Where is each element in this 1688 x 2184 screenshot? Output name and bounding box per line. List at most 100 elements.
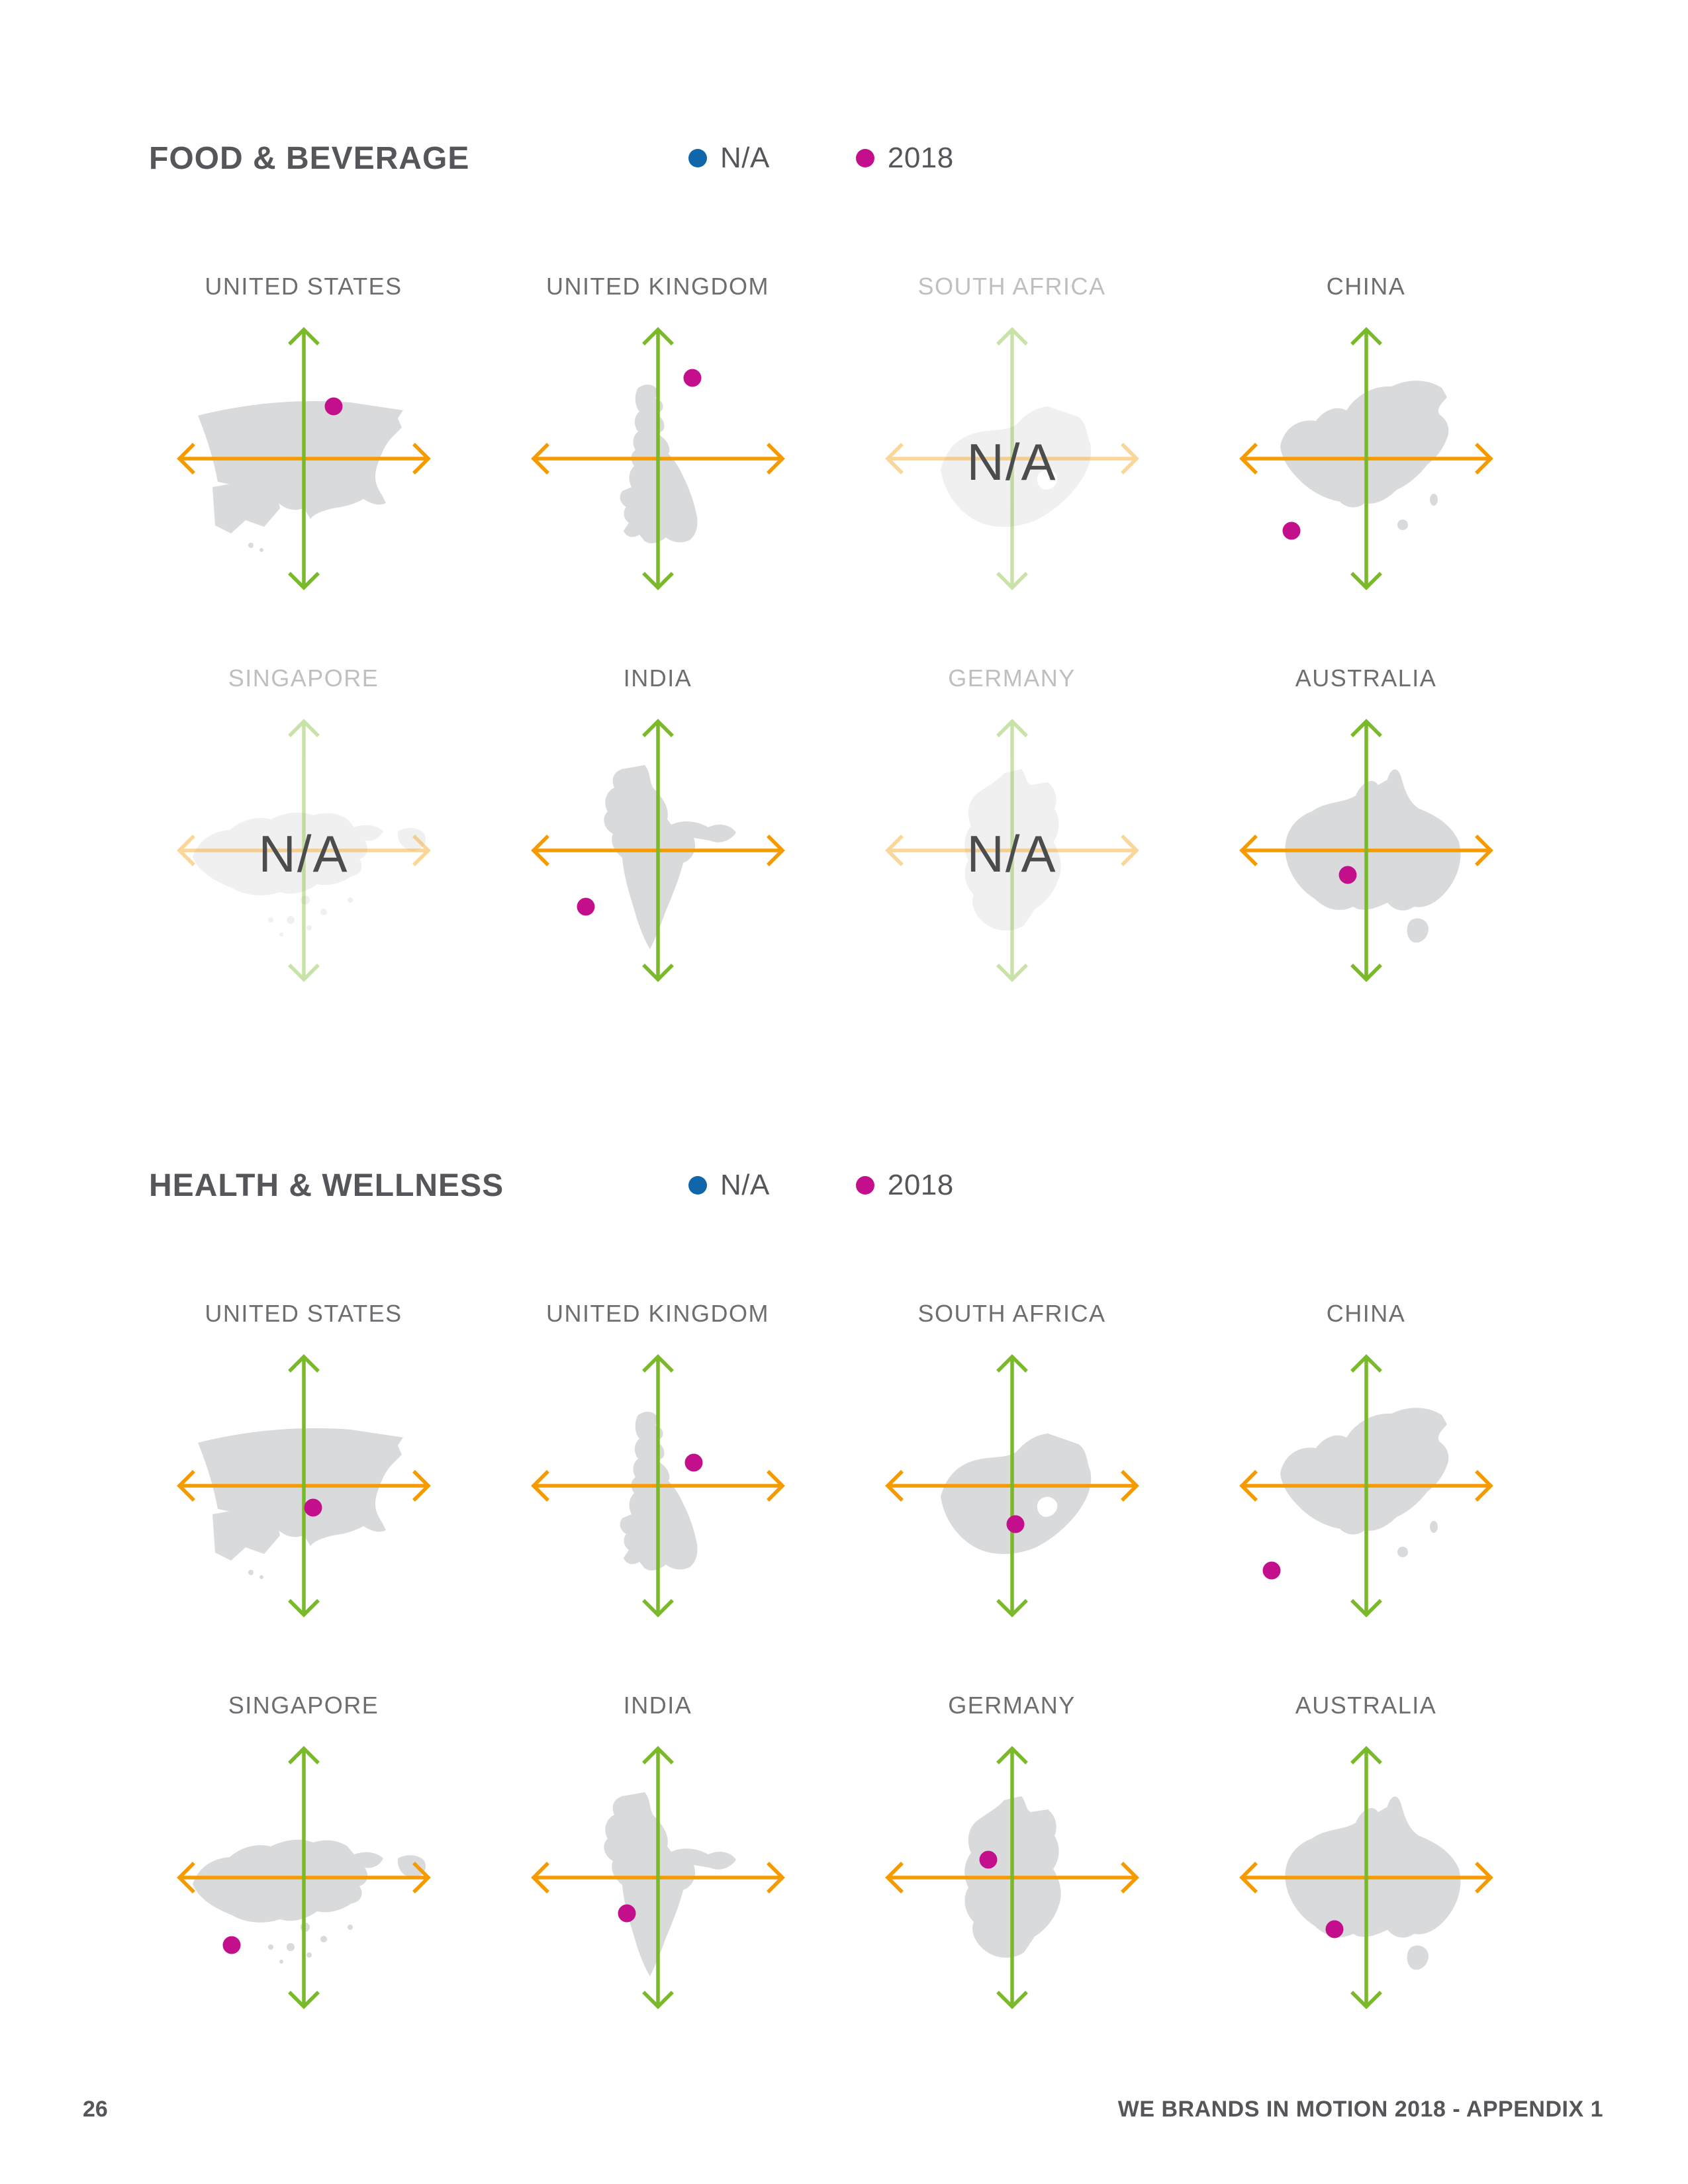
quadrant-plot: N/A [506, 1729, 810, 2020]
country-label: GERMANY [948, 1692, 1076, 1719]
data-point-2018 [577, 897, 594, 916]
country-label: SINGAPORE [228, 1692, 379, 1719]
section-header-food-beverage: FOOD & BEVERAGE [149, 140, 469, 177]
quadrant-plot: N/A [152, 310, 456, 601]
quadrant-chart [152, 1729, 456, 2020]
chart-cell-south-africa-fb: SOUTH AFRICA N/A [835, 263, 1189, 655]
data-point-2018 [1338, 866, 1356, 884]
country-map-silhouette-icon [603, 765, 736, 949]
country-label: INDIA [623, 664, 692, 692]
quadrant-plot: N/A [152, 1337, 456, 1628]
country-map-silhouette-icon [197, 401, 403, 552]
country-map-silhouette-icon [197, 1428, 403, 1579]
chart-cell-singapore-fb: SINGAPORE N/A [126, 655, 481, 1047]
country-label: AUSTRALIA [1295, 664, 1437, 692]
quadrant-chart [1214, 310, 1519, 601]
quadrant-chart [1214, 1337, 1519, 1628]
chart-cell-china-hw: CHINA N/A [1189, 1291, 1543, 1682]
country-map-silhouette-icon [603, 1792, 736, 1976]
legend-item-2018: 2018 [855, 142, 954, 175]
quadrant-plot: N/A [860, 1337, 1164, 1628]
legend-food-beverage: N/A 2018 [688, 142, 954, 175]
quadrant-chart [152, 1337, 456, 1628]
country-label: SOUTH AFRICA [917, 1300, 1106, 1327]
quadrant-plot: N/A [152, 1729, 456, 2020]
charts-grid-food-beverage: UNITED STATES N/A UNITED KINGDOM [126, 263, 1543, 1047]
section-title: FOOD & BEVERAGE [149, 141, 470, 176]
section-header-health-wellness: HEALTH & WELLNESS [149, 1167, 504, 1204]
na-label: N/A [966, 432, 1057, 491]
chart-cell-india-hw: INDIA N/A [481, 1682, 835, 2074]
year-series-dot-icon [855, 1176, 874, 1195]
quadrant-plot: N/A [506, 310, 810, 601]
country-label: CHINA [1326, 273, 1406, 300]
data-point-2018 [1262, 1561, 1280, 1580]
country-label: SINGAPORE [228, 664, 379, 692]
section-title: HEALTH & WELLNESS [149, 1168, 504, 1203]
legend-item-2018: 2018 [855, 1169, 954, 1202]
legend-item-na: N/A [688, 1169, 770, 1202]
data-point-2018 [304, 1498, 322, 1517]
chart-cell-united-kingdom-fb: UNITED KINGDOM N/A [481, 263, 835, 655]
country-map-silhouette-icon [1280, 1408, 1448, 1557]
chart-cell-united-states-fb: UNITED STATES N/A [126, 263, 481, 655]
country-label: UNITED KINGDOM [545, 1300, 769, 1327]
quadrant-chart [506, 310, 810, 601]
na-series-dot-icon [688, 149, 707, 167]
legend-item-na: N/A [688, 142, 770, 175]
country-map-silhouette-icon [940, 1433, 1091, 1555]
data-point-2018 [324, 397, 342, 416]
chart-cell-australia-hw: AUSTRALIA N/A [1189, 1682, 1543, 2074]
chart-cell-india-fb: INDIA N/A [481, 655, 835, 1047]
quadrant-plot: N/A [1214, 1337, 1519, 1628]
quadrant-plot: N/A [860, 1729, 1164, 2020]
chart-cell-germany-fb: GERMANY N/A [835, 655, 1189, 1047]
quadrant-chart [506, 702, 810, 993]
legend-health-wellness: N/A 2018 [688, 1169, 954, 1202]
country-label: AUSTRALIA [1295, 1692, 1437, 1719]
charts-grid-health-wellness: UNITED STATES N/A UNITED KINGDOM [126, 1291, 1543, 2074]
quadrant-chart [152, 310, 456, 601]
country-map-silhouette-icon [1284, 1796, 1460, 1970]
page-number: 26 [83, 2097, 108, 2122]
country-label: UNITED KINGDOM [545, 273, 769, 300]
quadrant-chart [506, 1337, 810, 1628]
data-point-2018 [684, 1453, 702, 1472]
data-point-2018 [618, 1904, 635, 1923]
country-label: SOUTH AFRICA [917, 273, 1106, 300]
country-map-silhouette-icon [1280, 381, 1448, 530]
data-point-2018 [979, 1850, 997, 1869]
chart-cell-united-kingdom-hw: UNITED KINGDOM N/A [481, 1291, 835, 1682]
legend-label-2018: 2018 [887, 142, 954, 174]
data-point-2018 [1006, 1515, 1024, 1533]
na-label: N/A [966, 824, 1057, 883]
chart-cell-china-fb: CHINA N/A [1189, 263, 1543, 655]
quadrant-chart [1214, 1729, 1519, 2020]
quadrant-chart [1214, 702, 1519, 993]
quadrant-plot: N/A [506, 702, 810, 993]
legend-label-na: N/A [720, 142, 770, 174]
chart-cell-singapore-hw: SINGAPORE N/A [126, 1682, 481, 2074]
chart-cell-germany-hw: GERMANY N/A [835, 1682, 1189, 2074]
quadrant-plot: N/A [1214, 310, 1519, 601]
quadrant-plot: N/A [860, 702, 1164, 993]
year-series-dot-icon [855, 149, 874, 167]
data-point-2018 [1282, 522, 1300, 540]
country-label: GERMANY [948, 664, 1076, 692]
quadrant-chart [860, 1729, 1164, 2020]
country-label: UNITED STATES [205, 1300, 402, 1327]
footer-title: WE BRANDS IN MOTION 2018 - APPENDIX 1 [1117, 2097, 1603, 2122]
quadrant-plot: N/A [152, 702, 456, 993]
country-map-silhouette-icon [1284, 769, 1460, 943]
chart-cell-australia-fb: AUSTRALIA N/A [1189, 655, 1543, 1047]
na-series-dot-icon [688, 1176, 707, 1195]
quadrant-chart [860, 1337, 1164, 1628]
na-label: N/A [258, 824, 349, 883]
country-label: UNITED STATES [205, 273, 402, 300]
data-point-2018 [683, 369, 701, 387]
quadrant-chart [506, 1729, 810, 2020]
quadrant-plot: N/A [1214, 1729, 1519, 2020]
quadrant-plot: N/A [1214, 702, 1519, 993]
quadrant-plot: N/A [860, 310, 1164, 601]
